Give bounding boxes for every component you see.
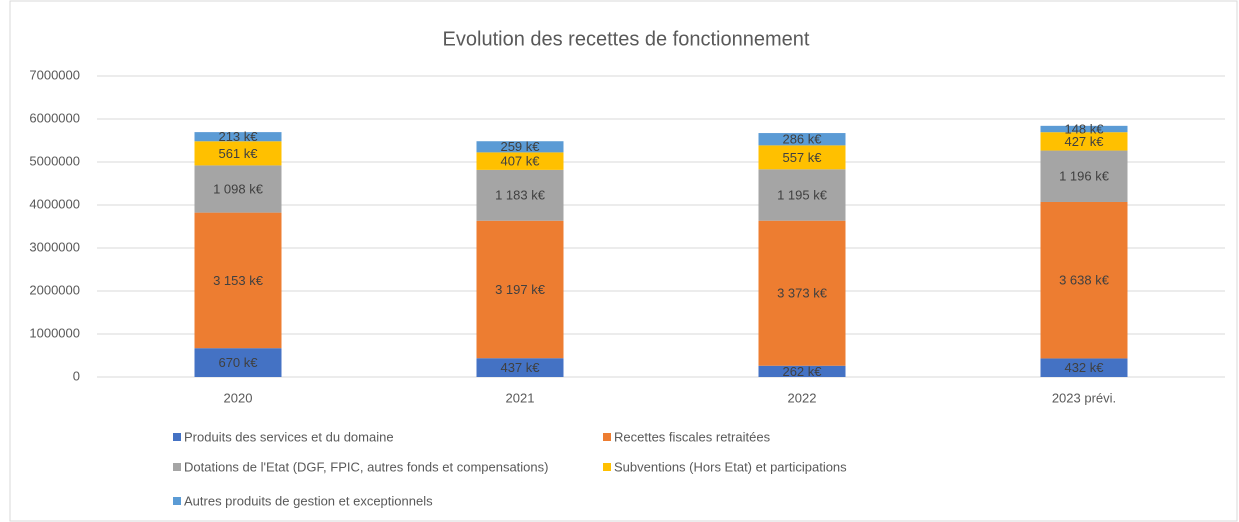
legend-label: Recettes fiscales retraitées [614,429,771,444]
x-tick-label: 2023 prévi. [1052,390,1116,405]
data-label: 561 k€ [218,146,258,161]
legend-swatch [173,463,181,471]
bar-segment [1040,358,1128,377]
x-tick-label: 2020 [224,390,253,405]
bar-segment [758,145,846,170]
chart-title: Evolution des recettes de fonctionnement [443,28,810,50]
data-label: 213 k€ [218,129,258,144]
legend-label: Dotations de l'Etat (DGF, FPIC, autres f… [184,459,548,474]
data-label: 3 197 k€ [495,282,546,297]
data-label: 262 k€ [782,364,822,379]
y-tick-label: 4000000 [29,196,80,211]
y-tick-label: 3000000 [29,239,80,254]
y-tick-label: 7000000 [29,67,80,82]
data-label: 3 638 k€ [1059,273,1110,288]
bar-segment [1040,132,1128,151]
y-tick-label: 0 [73,368,80,383]
x-tick-label: 2022 [788,390,817,405]
bar-segment [476,220,564,359]
bar-segment [758,169,846,221]
data-label: 427 k€ [1064,134,1104,149]
bar-segment [476,141,564,153]
y-tick-label: 6000000 [29,110,80,125]
bar-segment [758,133,846,146]
y-tick-label: 1000000 [29,325,80,340]
bar-segment [194,165,282,213]
data-label: 432 k€ [1064,360,1104,375]
bar-segment [758,220,846,366]
y-tick-label: 5000000 [29,153,80,168]
legend-label: Produits des services et du domaine [184,429,394,444]
bar-segment [476,169,564,221]
bar-segment [1040,150,1128,202]
bar-segment [194,141,282,166]
x-tick-label: 2021 [506,390,535,405]
bar-segment [194,348,282,377]
data-label: 1 098 k€ [213,181,264,196]
data-label: 1 196 k€ [1059,169,1110,184]
data-label: 3 373 k€ [777,286,828,301]
bar-segment [1040,125,1128,133]
data-label: 286 k€ [782,132,822,147]
data-label: 3 153 k€ [213,273,264,288]
bar-segment [1040,201,1128,359]
legend-swatch [173,497,181,505]
data-label: 148 k€ [1064,121,1104,136]
data-label: 407 k€ [500,154,540,169]
bar-segment [194,132,282,142]
legend-label: Autres produits de gestion et exceptionn… [184,493,433,508]
bar-segment [758,365,846,377]
bar-segment [476,358,564,377]
bar-segment [194,212,282,349]
bar-segment [476,152,564,170]
data-label: 557 k€ [782,150,822,165]
legend-swatch [173,433,181,441]
data-label: 259 k€ [500,139,540,154]
y-tick-label: 2000000 [29,282,80,297]
legend-swatch [603,463,611,471]
legend-label: Subventions (Hors Etat) et participation… [614,459,847,474]
legend-swatch [603,433,611,441]
data-label: 1 183 k€ [495,188,546,203]
data-label: 1 195 k€ [777,187,828,202]
data-label: 437 k€ [500,360,540,375]
data-label: 670 k€ [218,355,258,370]
